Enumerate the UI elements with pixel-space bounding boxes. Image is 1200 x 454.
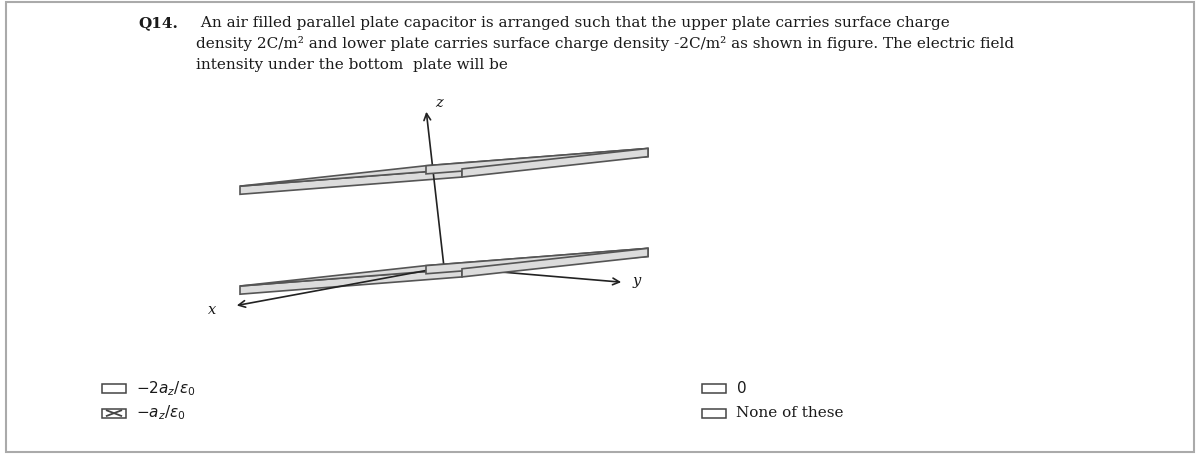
Text: x: x (208, 303, 216, 317)
Text: z: z (436, 96, 443, 110)
Polygon shape (462, 248, 648, 277)
Text: Q14.: Q14. (138, 16, 178, 30)
Polygon shape (240, 269, 462, 294)
Polygon shape (240, 148, 648, 186)
Bar (702, 409, 726, 418)
Polygon shape (426, 148, 648, 174)
Text: $-a_z/\varepsilon_0$: $-a_z/\varepsilon_0$ (136, 404, 185, 423)
Polygon shape (240, 248, 648, 286)
Text: None of these: None of these (736, 406, 844, 420)
Bar (102, 384, 126, 393)
Text: y: y (632, 274, 641, 288)
Text: An air filled parallel plate capacitor is arranged such that the upper plate car: An air filled parallel plate capacitor i… (196, 16, 1014, 72)
Polygon shape (426, 248, 648, 274)
Bar (702, 384, 726, 393)
Text: $-2a_z/\varepsilon_0$: $-2a_z/\varepsilon_0$ (136, 379, 194, 398)
Polygon shape (240, 169, 462, 194)
Bar (102, 409, 126, 418)
Text: $0$: $0$ (736, 380, 746, 396)
Polygon shape (462, 148, 648, 177)
